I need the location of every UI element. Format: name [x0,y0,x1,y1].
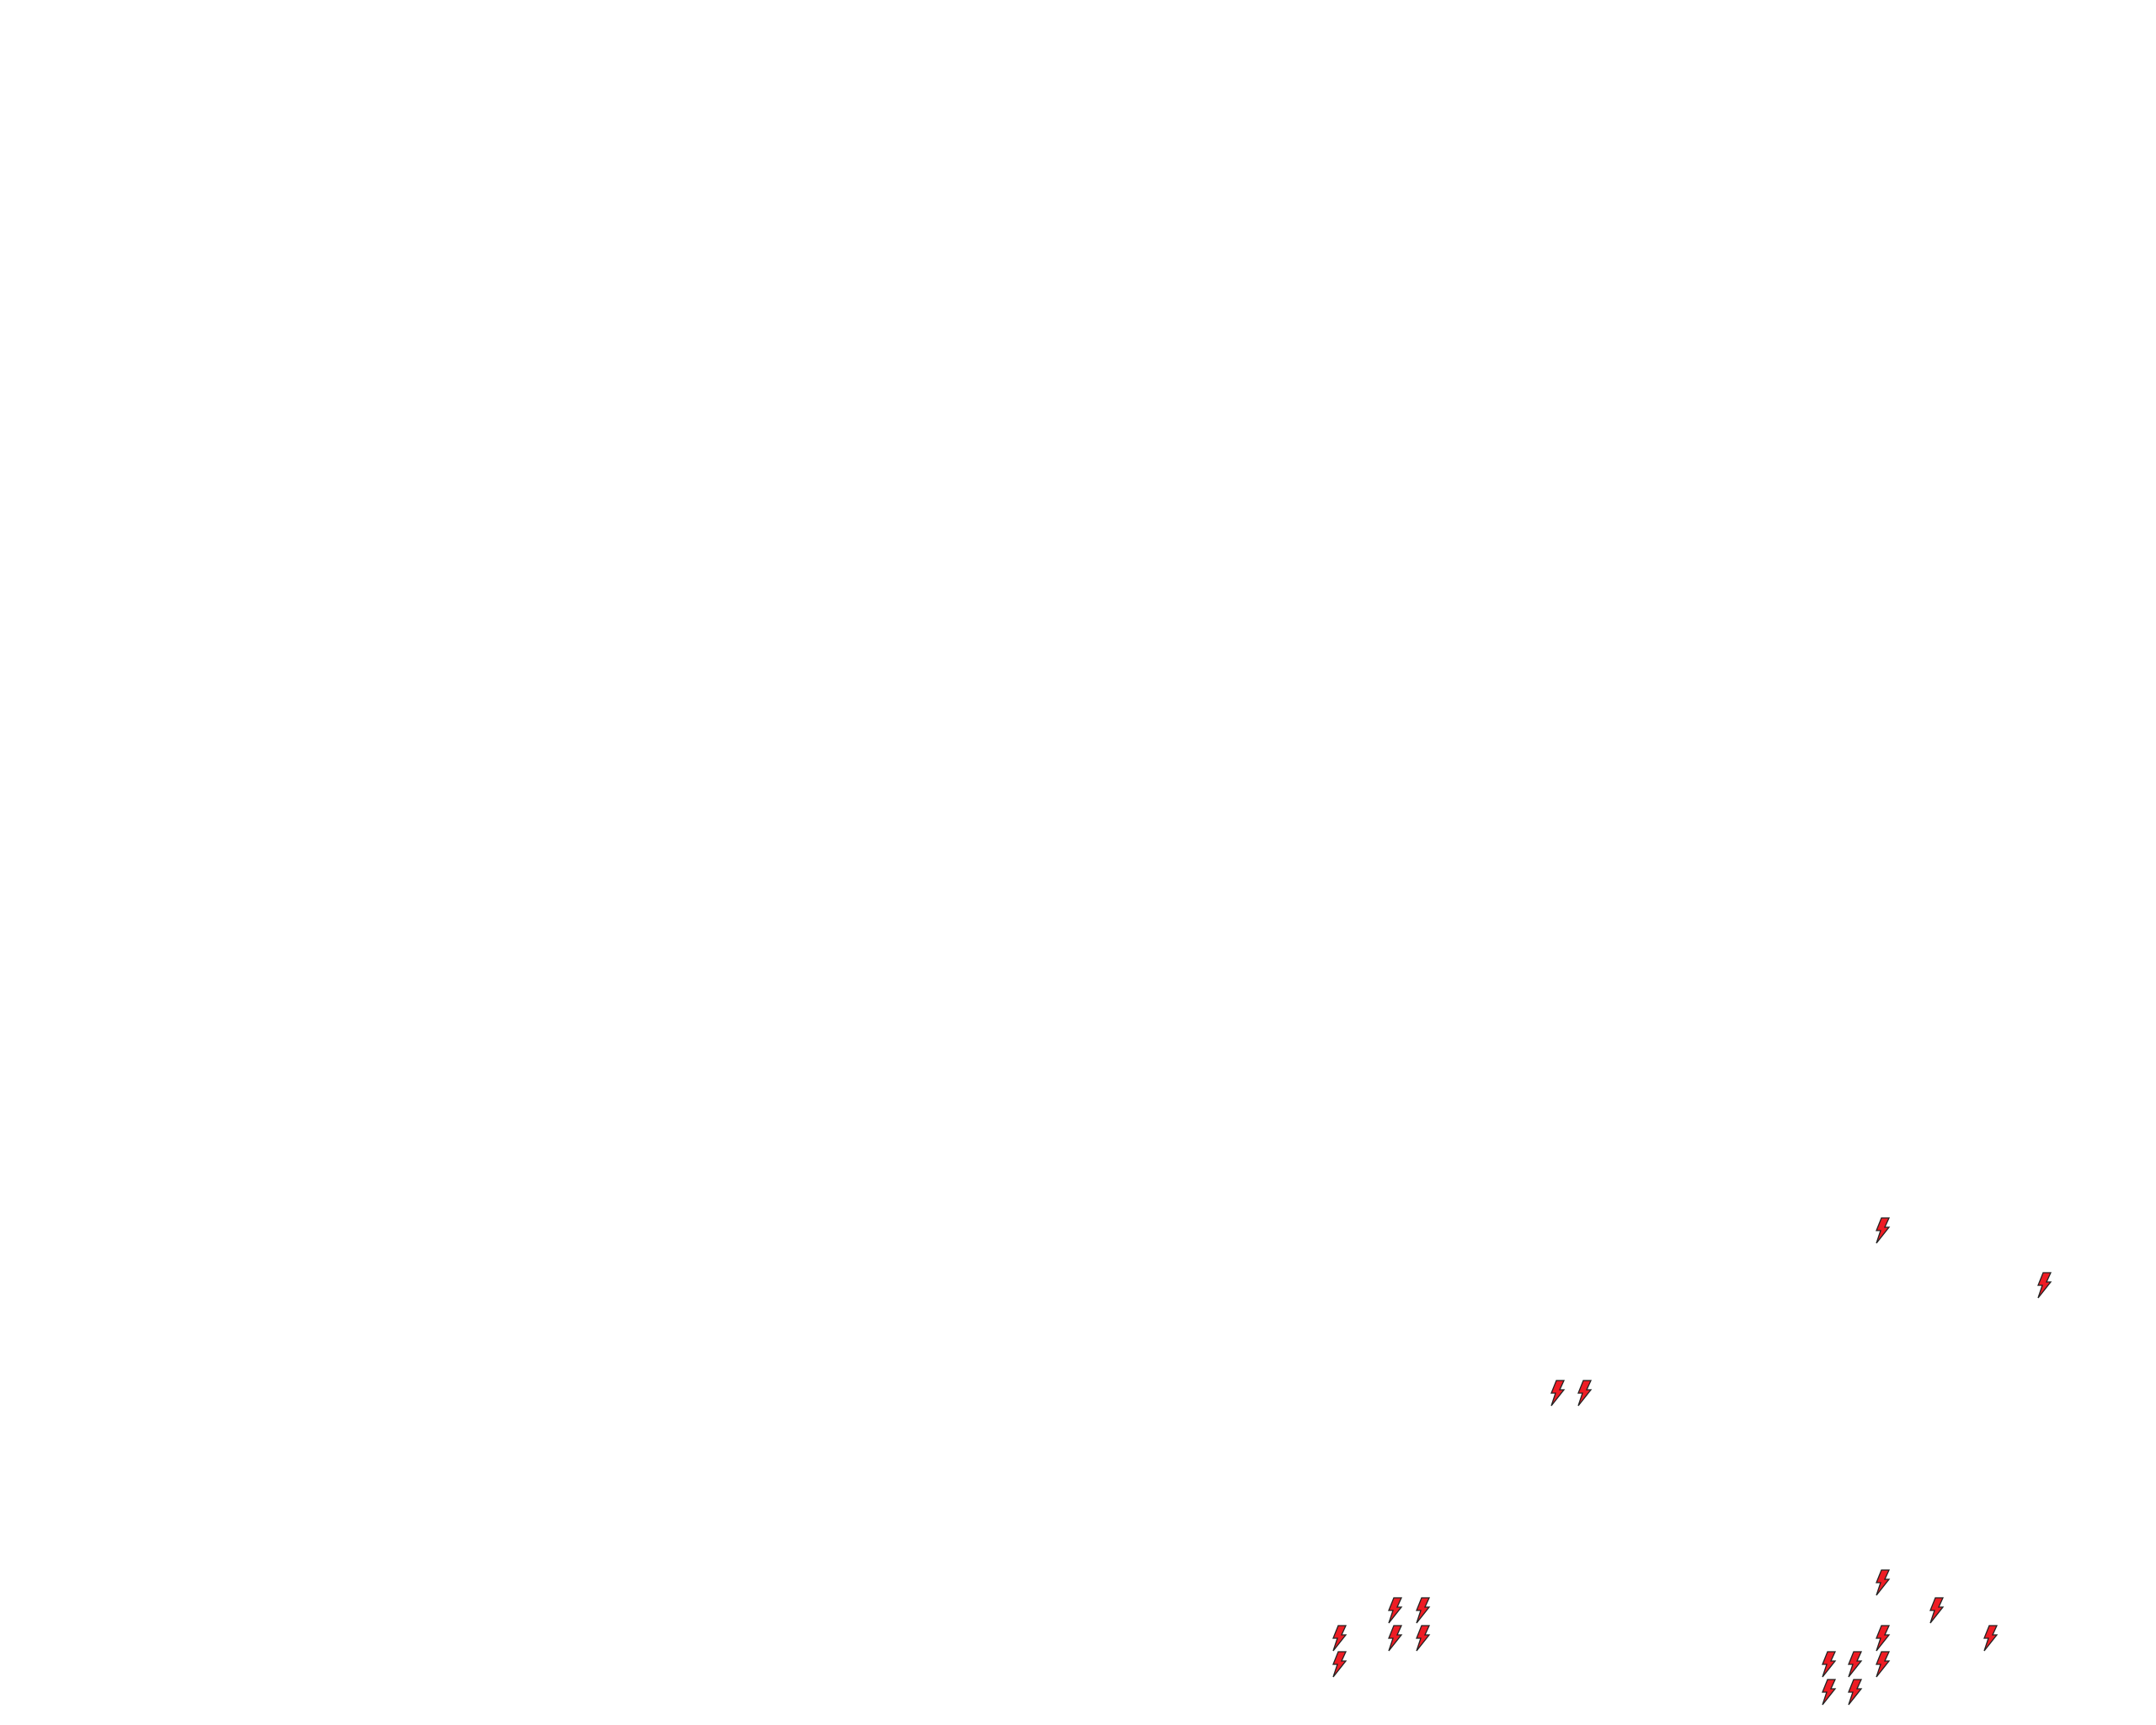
lightning-bolt-icon[interactable] [1874,1569,1891,1596]
lightning-bolt-icon[interactable] [1331,1651,1348,1678]
lightning-bolt-icon[interactable] [1874,1625,1891,1652]
lightning-bolt-icon[interactable] [1846,1679,1863,1706]
lightning-bolt-icon[interactable] [1386,1597,1403,1624]
lightning-bolt-icon[interactable] [1414,1625,1431,1652]
lightning-bolt-icon[interactable] [1928,1597,1945,1624]
lightning-bolt-icon[interactable] [1846,1651,1863,1678]
lightning-bolt-icon[interactable] [1386,1625,1403,1652]
lightning-bolt-icon[interactable] [1414,1597,1431,1624]
lightning-bolt-icon[interactable] [2036,1272,2052,1299]
lightning-bolt-icon[interactable] [1982,1625,1999,1652]
lightning-bolt-icon[interactable] [1874,1217,1891,1244]
lightning-bolt-icon[interactable] [1820,1679,1837,1706]
lightning-bolt-icon[interactable] [1820,1651,1837,1678]
lightning-bolt-icon[interactable] [1549,1380,1566,1407]
lightning-bolt-icon[interactable] [1331,1625,1348,1652]
lightning-bolt-icon[interactable] [1576,1380,1593,1407]
lightning-bolt-icon[interactable] [1874,1651,1891,1678]
